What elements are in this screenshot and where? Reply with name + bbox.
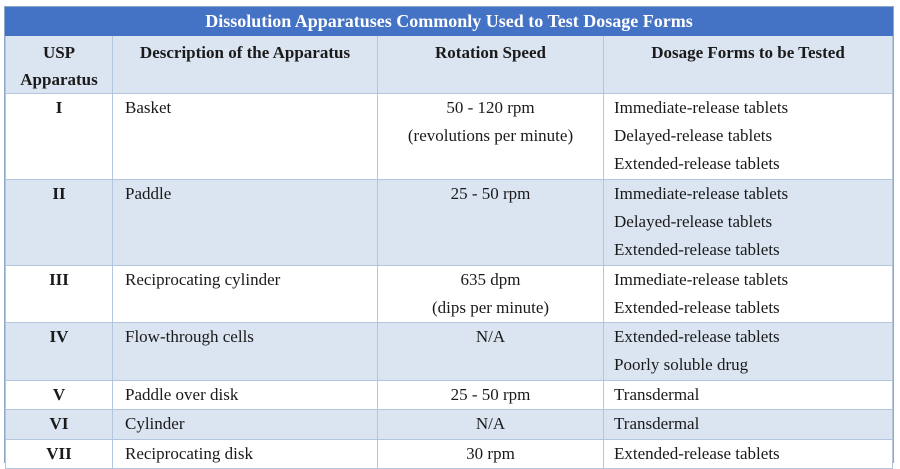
dissolution-table-container: Dissolution Apparatuses Commonly Used to… — [4, 6, 894, 469]
rotation-speed: 30 rpm — [378, 440, 603, 468]
dosage-forms: Transdermal — [604, 410, 892, 438]
dosage-forms: Immediate-release tablets Delayed-releas… — [604, 94, 892, 178]
rotation-speed: 50 - 120 rpm (revolutions per minute) — [378, 94, 603, 150]
table-row: I Basket 50 - 120 rpm (revolutions per m… — [5, 93, 893, 180]
apparatus-description: Cylinder — [125, 414, 185, 433]
header-usp-line2: Apparatus — [20, 70, 98, 89]
table-row: V Paddle over disk 25 - 50 rpm Transderm… — [5, 380, 893, 410]
dosage-form-item: Extended-release tablets — [614, 327, 780, 346]
header-description: Description of the Apparatus — [112, 35, 378, 94]
apparatus-description: Paddle — [125, 184, 172, 203]
header-usp-line1: USP — [42, 43, 76, 62]
dosage-form-item: Transdermal — [614, 385, 700, 404]
dosage-form-item: Transdermal — [614, 414, 700, 433]
apparatus-number: II — [52, 184, 66, 203]
apparatus-description: Paddle over disk — [125, 385, 239, 404]
dosage-form-item: Delayed-release tablets — [614, 126, 773, 145]
rotation-speed: N/A — [378, 323, 603, 351]
speed-line: 25 - 50 rpm — [450, 184, 531, 203]
dosage-forms: Immediate-release tablets Delayed-releas… — [604, 180, 892, 264]
table-row: II Paddle 25 - 50 rpm Immediate-release … — [5, 179, 893, 266]
dosage-forms: Extended-release tablets — [604, 440, 892, 468]
dosage-form-item: Immediate-release tablets — [614, 270, 789, 289]
rotation-speed: 635 dpm (dips per minute) — [378, 266, 603, 322]
dosage-forms: Extended-release tablets Poorly soluble … — [604, 323, 892, 379]
dosage-form-item: Poorly soluble drug — [614, 355, 749, 374]
table-row: VI Cylinder N/A Transdermal — [5, 409, 893, 440]
header-row: USP Apparatus Description of the Apparat… — [5, 35, 893, 94]
apparatus-description: Reciprocating cylinder — [125, 270, 281, 289]
header-rotation-speed-label: Rotation Speed — [435, 43, 546, 62]
dissolution-table: Dissolution Apparatuses Commonly Used to… — [5, 7, 893, 469]
apparatus-number: VII — [46, 444, 72, 463]
apparatus-number: IV — [49, 327, 69, 346]
apparatus-description: Flow-through cells — [125, 327, 254, 346]
apparatus-description: Reciprocating disk — [125, 444, 253, 463]
dosage-forms: Transdermal — [604, 381, 892, 409]
apparatus-number: III — [49, 270, 69, 289]
apparatus-number: I — [55, 98, 63, 117]
dosage-form-item: Extended-release tablets — [614, 444, 780, 463]
apparatus-number: VI — [49, 414, 69, 433]
dosage-form-item: Extended-release tablets — [614, 298, 780, 317]
dosage-form-item: Immediate-release tablets — [614, 98, 789, 117]
table-row: IV Flow-through cells N/A Extended-relea… — [5, 322, 893, 381]
rotation-speed: 25 - 50 rpm — [378, 180, 603, 208]
header-description-label: Description of the Apparatus — [139, 43, 351, 62]
dosage-forms: Immediate-release tablets Extended-relea… — [604, 266, 892, 322]
apparatus-number: V — [52, 385, 66, 404]
speed-line: 25 - 50 rpm — [450, 385, 531, 404]
speed-line: (dips per minute) — [431, 298, 550, 317]
dosage-form-item: Delayed-release tablets — [614, 212, 773, 231]
dosage-form-item: Extended-release tablets — [614, 240, 780, 259]
rotation-speed: 25 - 50 rpm — [378, 381, 603, 409]
table-row: VII Reciprocating disk 30 rpm Extended-r… — [5, 439, 893, 469]
speed-line: 30 rpm — [466, 444, 515, 463]
speed-line: 635 dpm — [460, 270, 521, 289]
header-rotation-speed: Rotation Speed — [377, 35, 604, 94]
speed-line: N/A — [475, 327, 506, 346]
dosage-form-item: Immediate-release tablets — [614, 184, 789, 203]
header-usp-apparatus: USP Apparatus — [5, 35, 113, 94]
dosage-form-item: Extended-release tablets — [614, 154, 780, 173]
speed-line: N/A — [475, 414, 506, 433]
rotation-speed: N/A — [378, 410, 603, 438]
apparatus-description: Basket — [125, 98, 172, 117]
speed-line: (revolutions per minute) — [407, 126, 574, 145]
table-title: Dissolution Apparatuses Commonly Used to… — [5, 7, 893, 36]
table-row: III Reciprocating cylinder 635 dpm (dips… — [5, 265, 893, 323]
header-dosage-forms-label: Dosage Forms to be Tested — [651, 43, 845, 62]
speed-line: 50 - 120 rpm — [446, 98, 535, 117]
header-dosage-forms: Dosage Forms to be Tested — [603, 35, 893, 94]
